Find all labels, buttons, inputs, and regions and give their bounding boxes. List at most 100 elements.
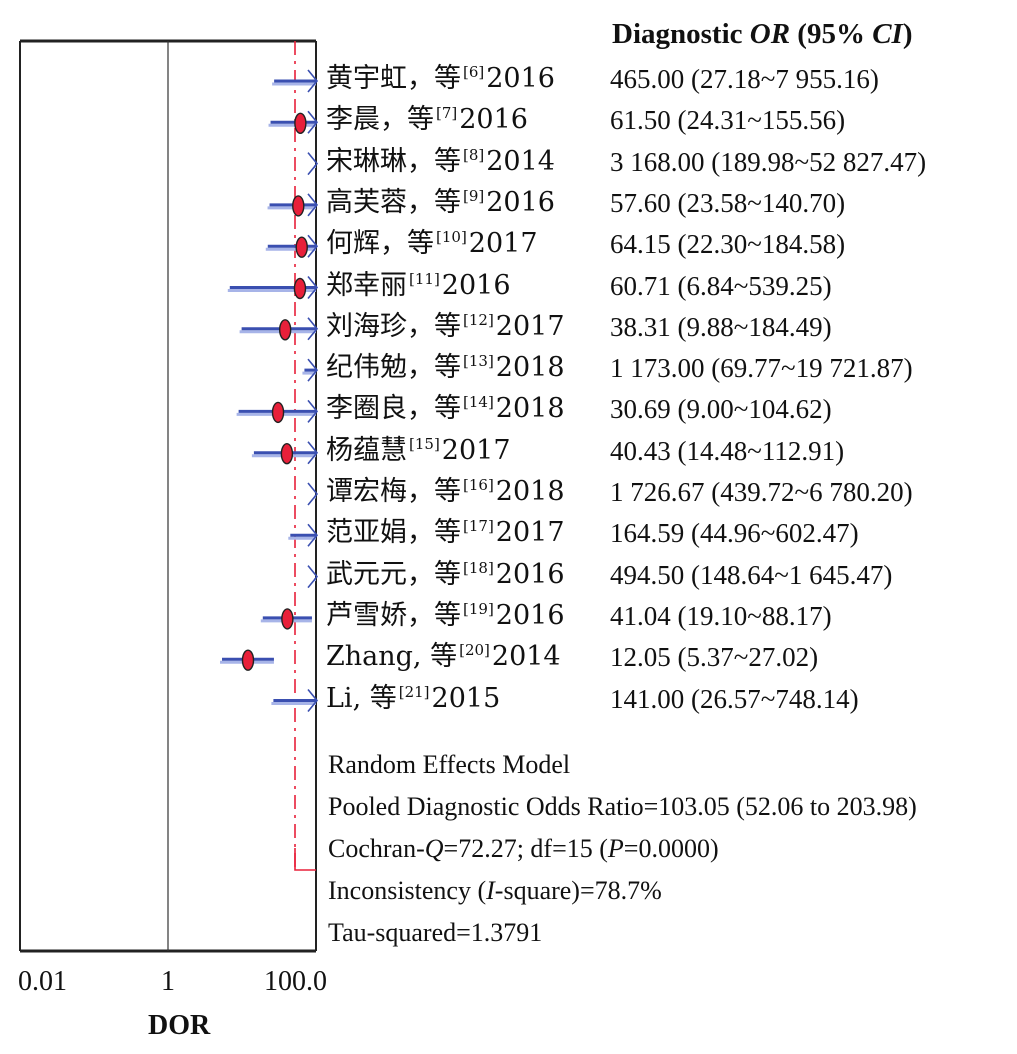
x-tick-label: 1: [161, 966, 175, 997]
ci-arrow: [307, 69, 319, 93]
summary-cochran-q: Cochran-Q=72.27; df=15 (P=0.0000): [328, 834, 719, 863]
study-or-ci: 61.50 (24.31~155.56): [610, 105, 846, 136]
point-estimate: [278, 319, 292, 341]
summary-inconsistency: Inconsistency (I-square)=78.7%: [328, 876, 662, 905]
study-ref: [16]: [463, 476, 494, 494]
study-year: 2017: [441, 434, 511, 466]
study-or-ci: 38.31 (9.88~184.49): [610, 311, 832, 342]
ci-arrow: [307, 317, 319, 341]
study-label: 李圈良，等 [14]2018: [326, 392, 565, 426]
study-author: 高芙蓉，等: [326, 186, 461, 218]
study-label: 谭宏梅，等 [16]2018: [326, 475, 565, 509]
study-or-ci: 1 726.67 (439.72~6 780.20): [610, 477, 913, 507]
study-year: 2015: [431, 682, 501, 714]
study-year: 2016: [486, 186, 555, 218]
study-year: 2016: [459, 104, 528, 136]
study-ref: [21]: [398, 682, 430, 701]
study-ref: [13]: [463, 352, 494, 371]
study-year: 2016: [495, 558, 565, 590]
study-author: Li, 等: [326, 682, 397, 714]
point-estimate: [271, 401, 285, 424]
study-year: 2017: [495, 517, 565, 549]
study-ref: [11]: [409, 269, 440, 288]
study-ref: [9]: [463, 186, 485, 205]
ci-arrow: [307, 565, 319, 589]
study-ref: [19]: [463, 599, 494, 618]
ci-arrow: [307, 482, 319, 506]
study-ref: [12]: [463, 310, 494, 329]
study-label: 李晨，等 [7]2016: [326, 103, 528, 137]
summary-pooled-dor: Pooled Diagnostic Odds Ratio=103.05 (52.…: [328, 792, 917, 821]
ci-arrow: [307, 688, 319, 713]
study-author: 李圈良，等: [326, 393, 461, 425]
study-author: 武元元，等: [326, 558, 461, 590]
ci-arrow: [307, 399, 319, 423]
study-author: 刘海珍，等: [326, 310, 461, 342]
study-author: 郑幸丽: [326, 269, 407, 301]
study-ref: [6]: [463, 63, 485, 81]
study-author: 芦雪娇，等: [326, 599, 461, 631]
ci-arrow: [307, 523, 319, 547]
ci-arrow: [307, 358, 319, 382]
study-label: 郑幸丽 [11]2016: [326, 269, 511, 303]
study-or-ci: 3 168.00 (189.98~52 827.47): [610, 146, 927, 177]
ci-arrow: [307, 275, 319, 300]
study-or-ci: 141.00 (26.57~748.14): [610, 683, 859, 714]
study-year: 2018: [495, 393, 565, 425]
study-or-ci: 57.60 (23.58~140.70): [610, 187, 846, 218]
study-author: 李晨，等: [326, 104, 434, 136]
study-ref: [15]: [409, 434, 440, 453]
study-year: 2016: [495, 599, 565, 631]
point-estimate: [294, 112, 307, 135]
study-ref: [14]: [463, 393, 494, 412]
study-author: 黄宇虹，等: [326, 63, 461, 94]
study-year: 2014: [486, 145, 555, 177]
study-ref: [8]: [463, 145, 485, 164]
study-label: 范亚娟，等 [17]2017: [326, 516, 565, 550]
study-label: 黄宇虹，等 [6]2016: [326, 62, 555, 96]
point-estimate: [295, 236, 308, 258]
x-tick-label: 0.01: [18, 966, 67, 997]
study-label: Zhang, 等 [20]2014: [326, 640, 561, 674]
ci-arrow: [307, 110, 319, 134]
study-or-ci: 40.43 (14.48~112.91): [610, 435, 845, 466]
study-label: 何辉，等 [10]2017: [326, 227, 538, 261]
study-year: 2018: [495, 476, 565, 507]
study-or-ci: 1 173.00 (69.77~19 721.87): [610, 353, 913, 384]
study-author: 杨蕴慧: [326, 434, 407, 466]
study-or-ci: 30.69 (9.00~104.62): [610, 394, 832, 425]
study-label: 武元元，等 [18]2016: [326, 558, 565, 592]
x-axis-title: DOR: [148, 1010, 211, 1041]
study-author: 纪伟勉，等: [326, 352, 461, 384]
ci-arrow: [307, 152, 319, 176]
study-year: 2017: [468, 228, 538, 260]
study-label: Li, 等 [21]2015: [326, 682, 500, 716]
study-author: 何辉，等: [326, 228, 434, 260]
study-year: 2018: [495, 352, 565, 384]
study-ref: [18]: [463, 558, 494, 577]
ci-arrow: [307, 441, 319, 465]
column-header: Diagnostic OR (95% CI): [612, 18, 913, 50]
study-or-ci: 494.50 (148.64~1 645.47): [610, 559, 893, 590]
study-label: 宋琳琳，等 [8]2014: [326, 145, 555, 179]
study-label: 杨蕴慧 [15]2017: [326, 434, 511, 468]
point-estimate: [281, 608, 294, 630]
study-year: 2014: [491, 641, 561, 673]
study-year: 2017: [495, 310, 565, 342]
point-estimate: [293, 277, 307, 300]
point-estimate: [280, 443, 294, 465]
point-estimate: [292, 195, 305, 217]
study-author: Zhang, 等: [326, 641, 458, 673]
study-label: 刘海珍，等 [12]2017: [326, 310, 565, 344]
study-or-ci: 164.59 (44.96~602.47): [610, 518, 859, 549]
study-year: 2016: [486, 63, 555, 94]
ci-arrow: [307, 234, 319, 258]
study-or-ci: 60.71 (6.84~539.25): [610, 270, 832, 301]
ci-arrow: [307, 193, 319, 217]
study-or-ci: 465.00 (27.18~7 955.16): [610, 64, 879, 94]
study-author: 范亚娟，等: [326, 517, 461, 549]
study-or-ci: 64.15 (22.30~184.58): [610, 229, 846, 260]
pooled-estimate-bracket: [294, 848, 316, 871]
study-ref: [20]: [459, 641, 490, 660]
